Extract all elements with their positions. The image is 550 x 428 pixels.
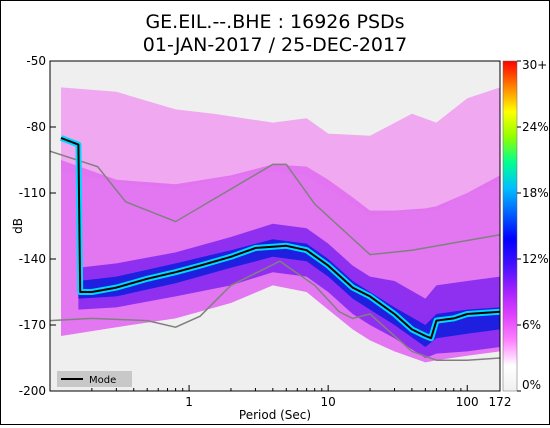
noise-models bbox=[50, 150, 500, 361]
colorbar-tick-label: 30+ bbox=[522, 58, 547, 72]
colorbar-gradient bbox=[502, 60, 518, 392]
y-tick-label: -140 bbox=[19, 252, 46, 266]
y-tick-label: -50 bbox=[26, 54, 46, 68]
colorbar-tick-label: 6% bbox=[522, 318, 541, 332]
density-band-faint bbox=[61, 87, 500, 215]
y-tick-label: -80 bbox=[26, 120, 46, 134]
legend-box bbox=[57, 371, 132, 387]
colorbar-ticks: 30+ 24% 18% 12% 6% 0% bbox=[517, 58, 549, 392]
plot-border bbox=[49, 60, 501, 392]
legend-mode-label: Mode bbox=[89, 375, 116, 386]
x-tick-label: 1 bbox=[185, 395, 193, 409]
y-axis-label: dB bbox=[11, 218, 25, 234]
chart-title: GE.EIL.--.BHE : 16926 PSDs bbox=[145, 11, 404, 33]
noise-model-nhnm bbox=[50, 150, 500, 256]
legend: Mode bbox=[57, 371, 132, 387]
x-tick-label: 172 bbox=[489, 395, 512, 409]
colorbar bbox=[502, 60, 518, 392]
x-tick-label: 10 bbox=[321, 395, 336, 409]
x-axis: 1 10 100 172 bbox=[91, 385, 512, 409]
colorbar-tick-label: 12% bbox=[522, 252, 549, 266]
y-tick-label: -170 bbox=[19, 318, 46, 332]
colorbar-tick-label: 0% bbox=[522, 378, 541, 392]
y-tick-label: -110 bbox=[19, 186, 46, 200]
chart-subtitle: 01-JAN-2017 / 25-DEC-2017 bbox=[143, 34, 407, 56]
mode-series bbox=[59, 135, 500, 342]
density-band-core bbox=[78, 239, 500, 347]
x-axis-label: Period (Sec) bbox=[239, 408, 311, 422]
y-axis: -50 -80 -110 -140 -170 -200 bbox=[19, 54, 56, 398]
y-tick-label: -200 bbox=[19, 384, 46, 398]
mode-line bbox=[60, 137, 500, 340]
colorbar-tick-label: 24% bbox=[522, 120, 549, 134]
colorbar-tick-label: 18% bbox=[522, 186, 549, 200]
x-tick-label: 100 bbox=[456, 395, 479, 409]
noise-model-nlnm bbox=[50, 260, 500, 361]
